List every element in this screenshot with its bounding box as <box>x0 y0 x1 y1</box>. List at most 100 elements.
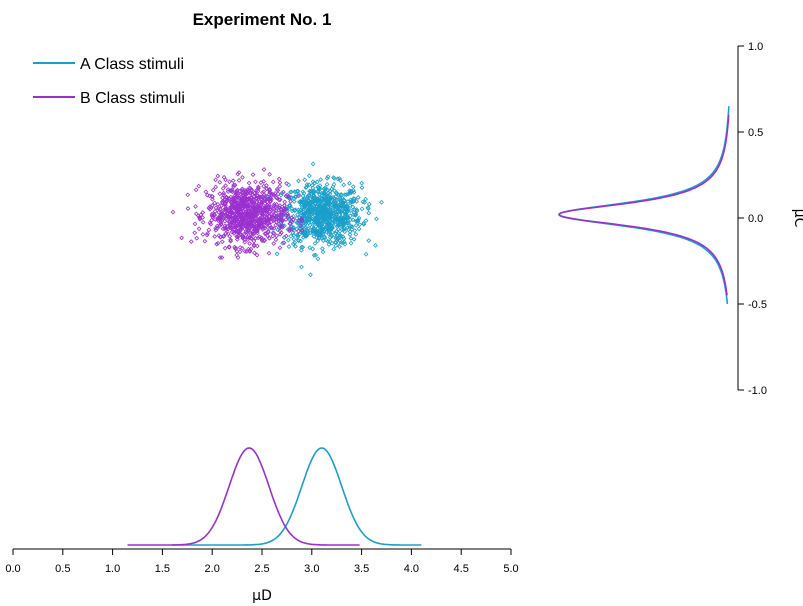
scatter-point <box>323 237 329 243</box>
scatter-plot <box>170 161 384 278</box>
scatter-point <box>213 225 218 231</box>
scatter-point <box>351 198 357 204</box>
scatter-point <box>228 204 234 210</box>
scatter-point <box>266 250 272 256</box>
x-marginal-density <box>127 447 422 546</box>
scatter-point <box>227 188 233 193</box>
scatter-point <box>313 218 319 224</box>
scatter-point <box>228 210 234 216</box>
scatter-point <box>238 231 243 237</box>
scatter-point <box>263 231 269 237</box>
scatter-point <box>313 227 319 233</box>
scatter-point <box>254 192 260 198</box>
scatter-point <box>240 174 245 180</box>
scatter-point <box>324 196 329 202</box>
scatter-point <box>366 238 372 243</box>
scatter-point <box>193 204 198 209</box>
scatter-point <box>244 191 250 197</box>
scatter-point <box>254 252 260 258</box>
legend-label-b: B Class stimuli <box>80 90 185 107</box>
scatter-point <box>273 208 279 214</box>
scatter-point <box>335 208 341 214</box>
scatter-point <box>286 182 292 188</box>
scatter-point <box>306 182 312 188</box>
scatter-point <box>200 219 206 225</box>
scatter-point <box>345 206 351 212</box>
scatter-point <box>227 179 232 185</box>
scatter-point <box>227 212 233 218</box>
scatter-point <box>262 231 268 237</box>
scatter-point <box>334 190 340 196</box>
scatter-point <box>341 225 347 231</box>
scatter-point <box>317 235 322 241</box>
scatter-point <box>267 205 272 210</box>
scatter-point <box>313 201 319 207</box>
scatter-point <box>280 223 286 229</box>
scatter-point <box>274 233 280 239</box>
scatter-point <box>232 217 238 223</box>
scatter-point <box>255 203 261 209</box>
scatter-point <box>213 205 219 211</box>
chart-title: Experiment No. 1 <box>193 10 332 29</box>
scatter-point <box>302 205 307 210</box>
scatter-point <box>299 197 305 203</box>
scatter-point <box>349 224 355 229</box>
scatter-point <box>288 189 294 195</box>
scatter-point <box>345 218 351 224</box>
scatter-point <box>311 193 317 199</box>
scatter-point <box>212 234 218 239</box>
scatter-point <box>305 228 311 234</box>
scatter-point <box>233 228 239 234</box>
scatter-point <box>229 198 235 204</box>
scatter-point <box>333 214 339 220</box>
scatter-point <box>345 215 351 220</box>
y-tick-label: -1.0 <box>748 385 767 397</box>
scatter-point <box>309 182 315 188</box>
scatter-point <box>239 218 245 224</box>
scatter-point <box>310 199 315 205</box>
scatter-point <box>305 226 311 232</box>
scatter-point <box>290 230 296 236</box>
scatter-point <box>222 209 227 215</box>
scatter-point <box>224 214 230 219</box>
scatter-point <box>252 250 257 256</box>
scatter-point <box>196 183 202 189</box>
scatter-point <box>264 207 270 213</box>
scatter-point <box>275 227 281 233</box>
scatter-point <box>348 240 354 246</box>
scatter-point <box>235 171 241 177</box>
scatter-point <box>241 213 247 219</box>
scatter-point <box>362 200 368 205</box>
scatter-point <box>256 221 262 226</box>
scatter-point <box>291 236 297 242</box>
scatter-point <box>288 199 293 204</box>
scatter-point <box>255 193 261 198</box>
scatter-point <box>296 178 301 184</box>
scatter-point <box>241 215 247 221</box>
scatter-point <box>344 208 350 214</box>
scatter-point <box>202 238 208 244</box>
scatter-point <box>299 216 305 222</box>
scatter-point <box>299 264 304 270</box>
scatter-point <box>306 173 312 179</box>
scatter-point <box>245 214 251 220</box>
scatter-point <box>327 201 333 207</box>
scatter-point <box>310 246 316 252</box>
scatter-point <box>257 216 262 222</box>
scatter-point <box>330 225 336 231</box>
scatter-point <box>253 218 259 224</box>
scatter-point <box>298 223 303 229</box>
scatter-point <box>311 252 317 258</box>
scatter-point <box>359 185 365 190</box>
scatter-point <box>219 203 224 208</box>
x-tick-label: 1.0 <box>105 563 120 575</box>
scatter-point <box>321 217 327 222</box>
scatter-point <box>193 211 199 217</box>
scatter-point <box>287 226 292 232</box>
y-axis: -1.0 -0.5 0.0 0.5 1.0 <box>737 41 767 397</box>
scatter-point <box>234 212 239 218</box>
scatter-point <box>312 228 318 234</box>
scatter-point <box>332 206 338 212</box>
scatter-point <box>348 236 354 241</box>
scatter-point <box>309 224 314 230</box>
